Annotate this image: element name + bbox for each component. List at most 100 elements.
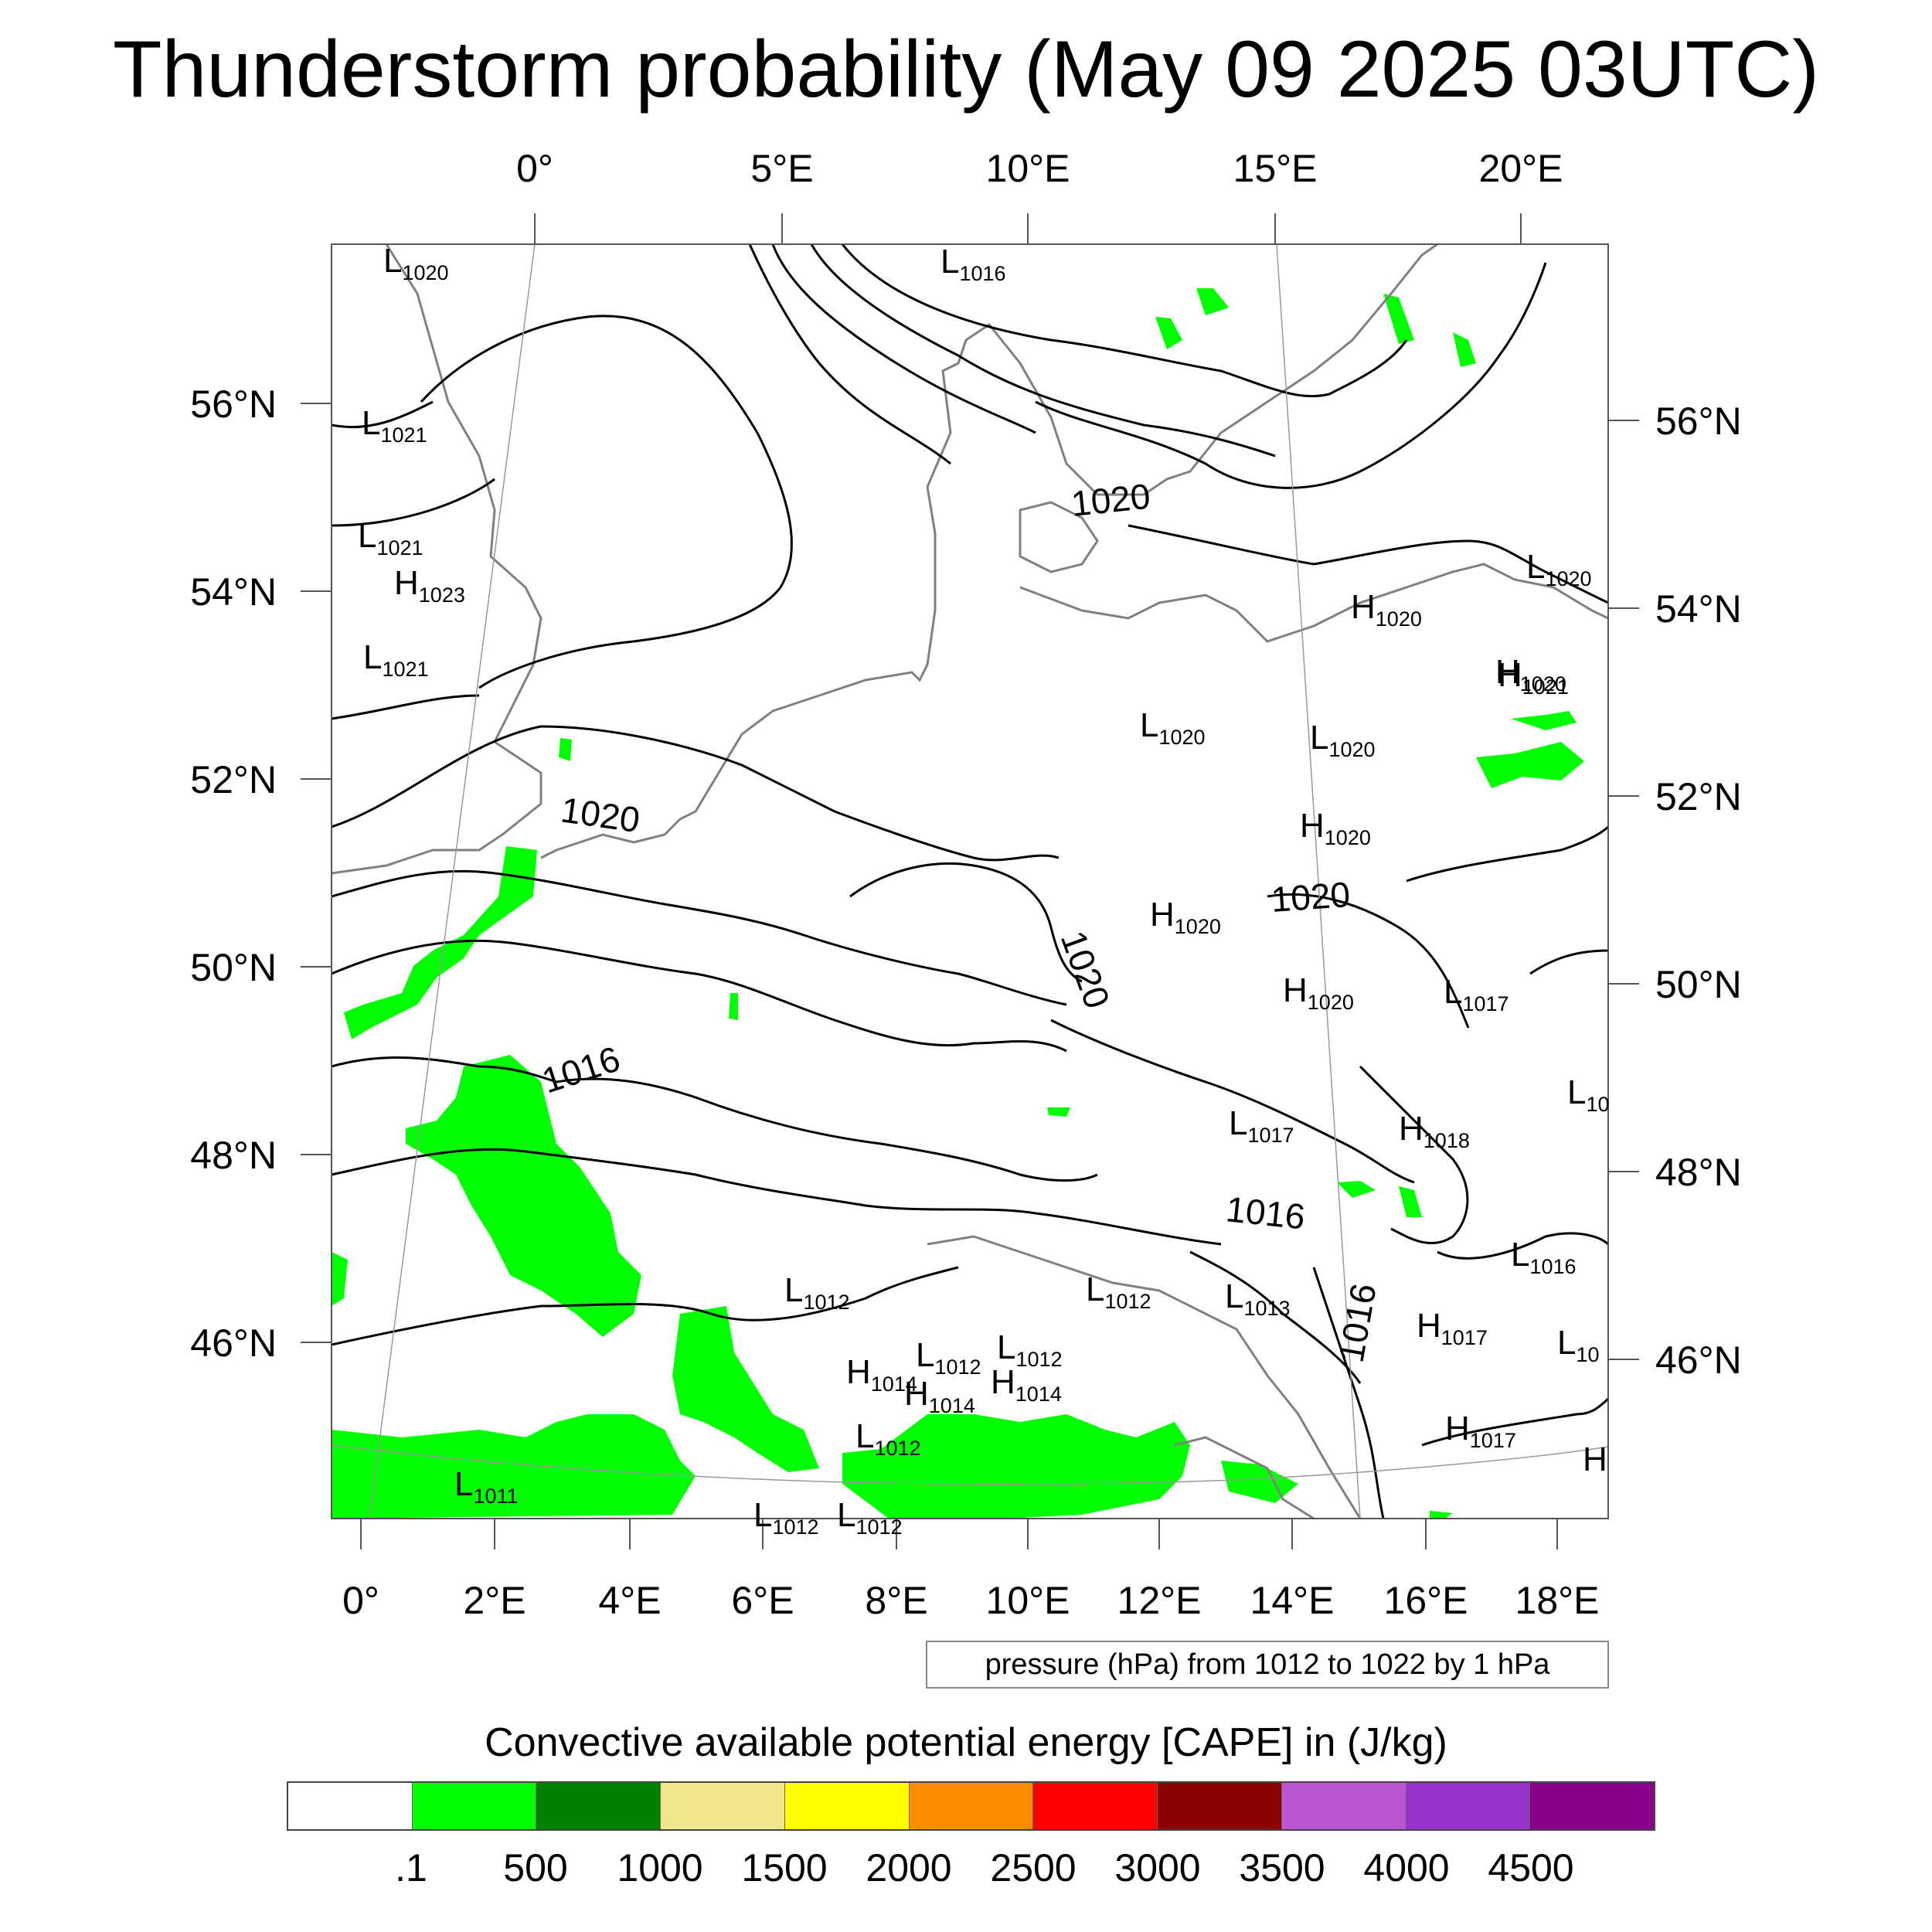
isobar-line-q	[1421, 1397, 1608, 1447]
cape-area-small-8	[1337, 1181, 1376, 1198]
bottom-lon-label: 18°E	[1515, 1579, 1600, 1622]
low-pressure-label: L1017	[1229, 1104, 1294, 1147]
top-lon-label: 20°E	[1479, 147, 1563, 190]
low-pressure-label: L10	[1557, 1324, 1600, 1366]
colorbar-tick-label: 1500	[741, 1846, 828, 1889]
colorbar-swatch	[909, 1783, 1034, 1829]
pressure-note: pressure (hPa) from 1012 to 1022 by 1 hP…	[926, 1641, 1609, 1689]
bottom-lon-label: 2°E	[463, 1579, 526, 1622]
isobar-line-p	[1437, 1232, 1608, 1260]
high-pressure-label: H1014	[991, 1363, 1062, 1406]
high-pressure-label: H1017	[1417, 1307, 1488, 1349]
left-lat-label: 54°N	[190, 570, 277, 614]
bottom-lon-label: 8°E	[865, 1579, 927, 1622]
low-pressure-label: L1021	[363, 638, 429, 681]
top-lon-label: 10°E	[986, 147, 1070, 190]
cape-area-small-6	[1511, 711, 1577, 730]
colorbar-swatch	[412, 1783, 537, 1829]
left-lat-label: 52°N	[190, 758, 277, 801]
map-frame	[331, 243, 1609, 1519]
coastline-danish-islands	[1019, 501, 1099, 573]
isobar-line-j	[1050, 1019, 1415, 1184]
isobar-labels: 1020 1020 1020 1020 1016 1016 1016	[537, 476, 1384, 1366]
colorbar-tick-label: 3500	[1239, 1846, 1325, 1889]
low-pressure-label: L1020	[1310, 719, 1376, 761]
top-lon-label: 0°	[516, 147, 553, 190]
low-pressure-label: L1013	[1225, 1277, 1291, 1320]
parallel-45n	[331, 1444, 1609, 1485]
isobar-line-c	[332, 694, 480, 720]
isobar-line-d	[332, 725, 1060, 862]
cape-area-small-2	[1155, 317, 1182, 349]
low-pressure-label: L1012	[837, 1496, 903, 1539]
isobar-line-n	[1312, 1267, 1385, 1519]
colorbar-swatch	[536, 1783, 662, 1829]
high-pressure-label: H1014	[904, 1375, 975, 1417]
cape-area-west	[332, 1252, 348, 1306]
low-pressure-label: L10	[1567, 1073, 1610, 1116]
low-pressure-label: L1012	[1086, 1270, 1151, 1313]
cape-area-small-11	[1047, 1107, 1070, 1117]
isobar-line-g	[332, 1056, 1098, 1182]
high-pressure-label: H1020	[1495, 653, 1566, 696]
high-pressure-label: H1020	[1283, 971, 1354, 1014]
high-pressure-label: H1020	[1300, 807, 1371, 849]
isobar-line-b	[332, 478, 495, 527]
colorbar-swatch	[1406, 1783, 1531, 1829]
chart-title: Thunderstorm probability (May 09 2025 03…	[112, 25, 1820, 114]
low-pressure-label: L1016	[1511, 1236, 1577, 1278]
isobar-label: 1020	[1270, 874, 1352, 920]
colorbar-tick-label: 4500	[1488, 1846, 1574, 1889]
cape-area-small-4	[1453, 332, 1476, 367]
isobar-label: 1020	[559, 789, 643, 840]
isobar-north-2	[771, 244, 1036, 434]
colorbar-tick-label: 4000	[1363, 1846, 1450, 1889]
cape-area-south	[332, 1414, 696, 1519]
isobar-label: 1020	[1070, 476, 1152, 524]
cape-area-france	[406, 1055, 641, 1337]
low-pressure-label: L1012	[855, 1417, 921, 1460]
high-pressure-label: H1021	[1498, 656, 1569, 699]
isobar-line-l	[1406, 825, 1608, 883]
coastline-baltic	[1019, 563, 1608, 643]
low-pressure-label: L1020	[383, 242, 449, 284]
tick-marks	[301, 213, 1639, 1549]
isobar-north-1	[748, 244, 951, 465]
isobar-north-3	[810, 244, 1276, 457]
colorbar-swatch	[1158, 1783, 1282, 1829]
high-pressure-label: H1020	[1150, 896, 1221, 938]
top-lon-label: 15°E	[1233, 147, 1318, 190]
bottom-lon-label: 12°E	[1117, 1579, 1202, 1622]
cape-area-small-9	[1399, 1186, 1422, 1217]
high-pressure-label: H1014	[846, 1353, 917, 1396]
cape-area-small-3	[1383, 294, 1414, 344]
isobar-line-f	[332, 939, 1067, 1053]
colorbar-swatch	[661, 1783, 785, 1829]
bottom-lon-label: 14°E	[1250, 1579, 1335, 1622]
right-lat-label: 50°N	[1655, 963, 1742, 1006]
bottom-lon-label: 10°E	[986, 1579, 1070, 1622]
low-pressure-label: L1012	[753, 1496, 819, 1539]
bottom-lon-label: 6°E	[731, 1579, 794, 1622]
colorbar-tick-label: 500	[503, 1846, 568, 1889]
top-lon-labels: 0° 5°E 10°E 15°E 20°E	[516, 147, 1563, 190]
right-lat-label: 46°N	[1655, 1338, 1742, 1382]
left-lat-label: 50°N	[190, 946, 277, 989]
meridian-0	[369, 243, 536, 1519]
colorbar-swatch	[1033, 1783, 1158, 1829]
low-pressure-label: L1020	[1526, 548, 1592, 590]
isobar-north-6	[1128, 524, 1608, 604]
cape-area-small-12	[1430, 1511, 1453, 1519]
isobar-line-s	[1529, 949, 1608, 975]
bottom-lon-labels: 0° 2°E 4°E 6°E 8°E 10°E 12°E 14°E 16°E 1…	[342, 1579, 1599, 1622]
colorbar-tick-label: 2500	[990, 1846, 1077, 1889]
isobar-line-a	[332, 400, 434, 429]
cape-areas	[332, 288, 1584, 1519]
high-pressure-label: H1018	[1399, 1110, 1470, 1152]
low-pressure-label: L1011	[454, 1465, 519, 1508]
low-pressure-label: L1017	[1444, 973, 1509, 1015]
low-pressure-label: L1021	[362, 404, 427, 447]
pressure-systems: L1020 L1016L1021L1021H1023L1021H1020L1020…	[358, 242, 1610, 1539]
right-lat-label: 56°N	[1655, 400, 1742, 443]
cape-area-alps	[672, 1306, 819, 1472]
